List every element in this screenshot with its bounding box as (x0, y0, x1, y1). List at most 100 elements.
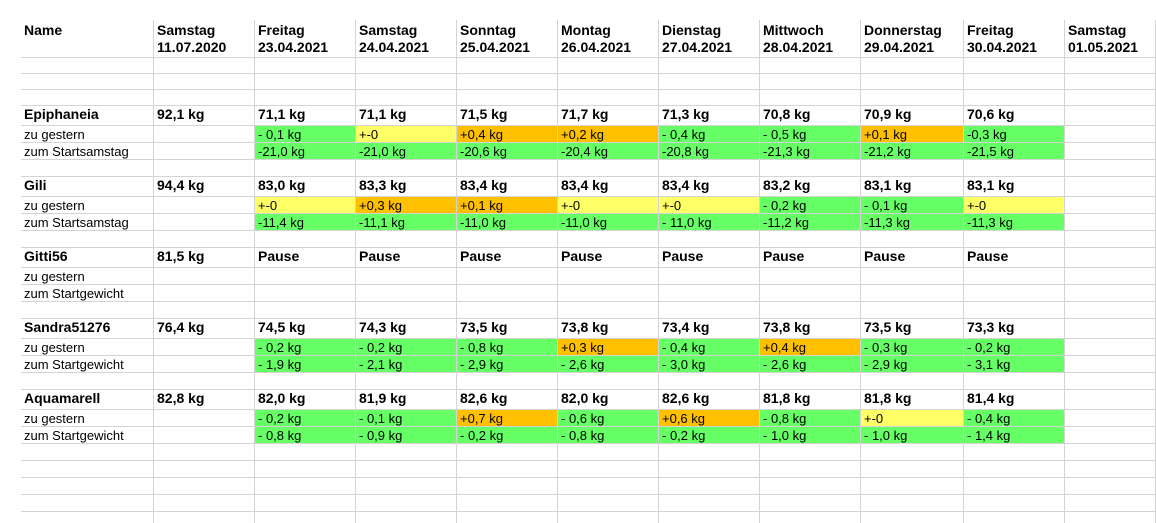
diff-value-cell[interactable]: +-0 (558, 197, 659, 214)
diff-value-cell[interactable]: - 0,4 kg (659, 339, 760, 356)
empty-cell[interactable] (861, 74, 964, 90)
empty-cell[interactable] (154, 231, 255, 248)
weight-cell[interactable]: Pause (760, 248, 861, 268)
weight-cell[interactable]: 83,4 kg (558, 177, 659, 197)
empty-cell[interactable] (964, 160, 1065, 177)
empty-cell[interactable] (255, 74, 356, 90)
total-value-cell[interactable]: -21,5 kg (964, 143, 1065, 160)
empty-cell[interactable] (154, 461, 255, 478)
empty-cell[interactable] (356, 160, 457, 177)
empty-cell[interactable] (154, 90, 255, 106)
empty-cell[interactable] (1065, 177, 1156, 197)
empty-cell[interactable] (21, 444, 154, 461)
empty-cell[interactable] (861, 495, 964, 512)
total-value-cell[interactable]: -21,0 kg (255, 143, 356, 160)
start-weight-cell[interactable]: 76,4 kg (154, 319, 255, 339)
diff-value-cell[interactable] (356, 268, 457, 285)
empty-cell[interactable] (1065, 74, 1156, 90)
weight-cell[interactable]: 82,0 kg (255, 390, 356, 410)
total-value-cell[interactable]: -11,4 kg (255, 214, 356, 231)
empty-cell[interactable] (457, 58, 558, 74)
empty-cell[interactable] (21, 58, 154, 74)
total-value-cell[interactable]: -11,3 kg (964, 214, 1065, 231)
header-date-cell[interactable]: Montag 26.04.2021 (558, 20, 659, 58)
weight-cell[interactable]: 70,8 kg (760, 106, 861, 126)
person-name-cell[interactable]: Sandra51276 (21, 319, 154, 339)
total-value-cell[interactable]: -11,3 kg (861, 214, 964, 231)
empty-cell[interactable] (964, 495, 1065, 512)
total-value-cell[interactable] (558, 285, 659, 302)
empty-cell[interactable] (154, 268, 255, 285)
total-value-cell[interactable]: - 2,9 kg (861, 356, 964, 373)
diff-value-cell[interactable]: +-0 (356, 126, 457, 143)
empty-cell[interactable] (659, 160, 760, 177)
weight-cell[interactable]: 73,8 kg (760, 319, 861, 339)
start-weight-cell[interactable]: 81,5 kg (154, 248, 255, 268)
empty-cell[interactable] (21, 512, 154, 523)
empty-cell[interactable] (1065, 512, 1156, 523)
empty-cell[interactable] (964, 231, 1065, 248)
total-value-cell[interactable]: - 1,0 kg (760, 427, 861, 444)
empty-cell[interactable] (1065, 356, 1156, 373)
empty-cell[interactable] (457, 74, 558, 90)
empty-cell[interactable] (659, 302, 760, 319)
weight-cell[interactable]: 81,9 kg (356, 390, 457, 410)
diff-value-cell[interactable]: - 0,4 kg (964, 410, 1065, 427)
empty-cell[interactable] (558, 512, 659, 523)
empty-cell[interactable] (21, 478, 154, 495)
weight-cell[interactable]: 70,9 kg (861, 106, 964, 126)
start-weight-cell[interactable]: 92,1 kg (154, 106, 255, 126)
weight-cell[interactable]: Pause (861, 248, 964, 268)
diff-value-cell[interactable] (861, 268, 964, 285)
weight-cell[interactable]: 73,3 kg (964, 319, 1065, 339)
diff-value-cell[interactable]: - 0,4 kg (659, 126, 760, 143)
empty-cell[interactable] (21, 74, 154, 90)
empty-cell[interactable] (659, 231, 760, 248)
empty-cell[interactable] (558, 373, 659, 390)
weight-cell[interactable]: 74,3 kg (356, 319, 457, 339)
empty-cell[interactable] (1065, 197, 1156, 214)
diff-value-cell[interactable]: +0,4 kg (457, 126, 558, 143)
empty-cell[interactable] (1065, 58, 1156, 74)
empty-cell[interactable] (1065, 90, 1156, 106)
diff-value-cell[interactable]: +-0 (964, 197, 1065, 214)
empty-cell[interactable] (1065, 410, 1156, 427)
diff-value-cell[interactable]: +0,1 kg (861, 126, 964, 143)
empty-cell[interactable] (964, 461, 1065, 478)
empty-cell[interactable] (154, 143, 255, 160)
empty-cell[interactable] (558, 495, 659, 512)
empty-cell[interactable] (457, 90, 558, 106)
empty-cell[interactable] (154, 478, 255, 495)
empty-cell[interactable] (1065, 339, 1156, 356)
diff-value-cell[interactable]: - 0,3 kg (861, 339, 964, 356)
empty-cell[interactable] (457, 512, 558, 523)
diff-value-cell[interactable]: - 0,1 kg (861, 197, 964, 214)
empty-cell[interactable] (1065, 478, 1156, 495)
total-value-cell[interactable]: - 1,9 kg (255, 356, 356, 373)
empty-cell[interactable] (760, 74, 861, 90)
diff-value-cell[interactable]: +0,3 kg (356, 197, 457, 214)
total-value-cell[interactable]: -21,0 kg (356, 143, 457, 160)
total-value-cell[interactable]: - 11,0 kg (659, 214, 760, 231)
empty-cell[interactable] (760, 160, 861, 177)
weight-cell[interactable]: Pause (558, 248, 659, 268)
person-name-cell[interactable]: Gitti56 (21, 248, 154, 268)
empty-cell[interactable] (356, 231, 457, 248)
person-name-cell[interactable]: Gili (21, 177, 154, 197)
total-value-cell[interactable]: -11,2 kg (760, 214, 861, 231)
weight-cell[interactable]: Pause (964, 248, 1065, 268)
header-date-cell[interactable]: Samstag 11.07.2020 (154, 20, 255, 58)
total-label-cell[interactable]: zum Startgewicht (21, 285, 154, 302)
empty-cell[interactable] (861, 90, 964, 106)
total-label-cell[interactable]: zum Startsamstag (21, 143, 154, 160)
empty-cell[interactable] (356, 512, 457, 523)
empty-cell[interactable] (154, 373, 255, 390)
empty-cell[interactable] (1065, 214, 1156, 231)
weight-cell[interactable]: 71,5 kg (457, 106, 558, 126)
empty-cell[interactable] (1065, 373, 1156, 390)
empty-cell[interactable] (861, 231, 964, 248)
empty-cell[interactable] (457, 461, 558, 478)
empty-cell[interactable] (1065, 319, 1156, 339)
diff-value-cell[interactable]: +0,4 kg (760, 339, 861, 356)
empty-cell[interactable] (255, 512, 356, 523)
